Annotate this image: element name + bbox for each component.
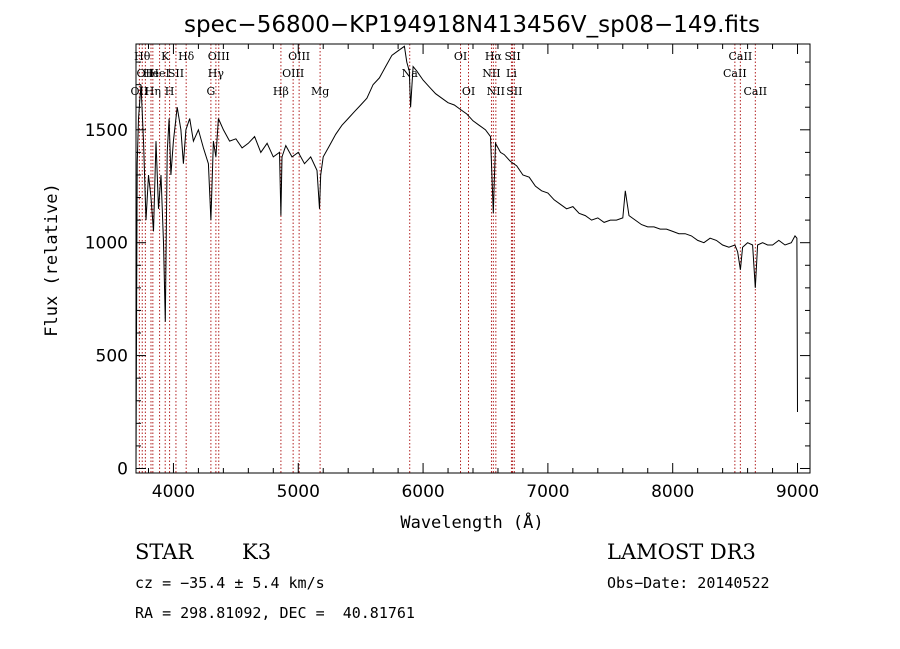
y-axis-ticks: 0 500 1000 1500 — [85, 61, 810, 479]
survey-name: LAMOST DR3 — [607, 540, 756, 564]
x-tick-label: 9000 — [776, 482, 819, 502]
line-label: CaII — [743, 85, 767, 98]
redshift-velocity: cz = −35.4 ± 5.4 km/s — [135, 574, 325, 592]
line-label: He — [143, 67, 159, 80]
line-label: SII — [168, 67, 184, 80]
line-label: Na — [402, 67, 419, 80]
plot-frame — [135, 43, 811, 474]
observation-date: Obs−Date: 20140522 — [607, 574, 770, 592]
line-label: SII — [504, 50, 520, 63]
line-label: NII — [482, 67, 500, 80]
line-label: Hη — [145, 85, 161, 98]
line-label: OI — [454, 50, 467, 63]
line-label: OII — [131, 85, 149, 98]
object-subclass: K3 — [242, 540, 272, 564]
x-tick-label: 7000 — [526, 482, 569, 502]
line-label: OIII — [282, 67, 304, 80]
line-label: Hθ — [134, 50, 151, 63]
y-tick-label: 1500 — [85, 121, 128, 141]
y-tick-label: 0 — [117, 459, 128, 479]
line-label: H — [165, 85, 175, 98]
x-tick-label: 6000 — [401, 482, 444, 502]
line-label: Hδ — [178, 50, 195, 63]
line-label: Li — [506, 67, 517, 80]
coordinates: RA = 298.81092, DEC = 40.81761 — [135, 604, 415, 622]
line-label: CaII — [729, 50, 753, 63]
x-axis-ticks: 4000 5000 6000 7000 8000 9000 — [147, 44, 819, 502]
line-label: Hγ — [208, 67, 225, 80]
line-label: G — [206, 85, 215, 98]
line-label: HeI — [149, 67, 169, 80]
y-tick-label: 500 — [96, 347, 128, 367]
spectral-line-markers — [138, 44, 756, 473]
line-label: Hα — [485, 50, 503, 63]
line-label: K — [161, 50, 170, 63]
line-label: NII — [487, 85, 505, 98]
line-label: Mg — [311, 85, 329, 98]
chart-title: spec−56800−KP194918N413456V_sp08−149.fit… — [184, 12, 760, 38]
spectrum-series-line — [135, 45, 798, 469]
y-tick-label: 1000 — [85, 234, 128, 254]
x-tick-label: 5000 — [277, 482, 320, 502]
object-class: STAR — [135, 540, 194, 564]
x-axis-label: Wavelength (Å) — [400, 511, 543, 533]
line-label: Hβ — [273, 85, 289, 98]
line-label: CaII — [723, 67, 747, 80]
line-label: OIII — [208, 50, 230, 63]
line-label: OII — [137, 67, 155, 80]
y-axis-label: Flux (relative) — [42, 183, 62, 337]
x-tick-label: 4000 — [152, 482, 195, 502]
spectral-line-labels: OIIHθOIIHeHηHeIKHSIIHδGHγOIIIHβOIIIOIIIM… — [131, 50, 768, 98]
x-tick-label: 8000 — [651, 482, 694, 502]
line-label: SII — [506, 85, 522, 98]
line-label: OIII — [288, 50, 310, 63]
line-label: OI — [462, 85, 475, 98]
